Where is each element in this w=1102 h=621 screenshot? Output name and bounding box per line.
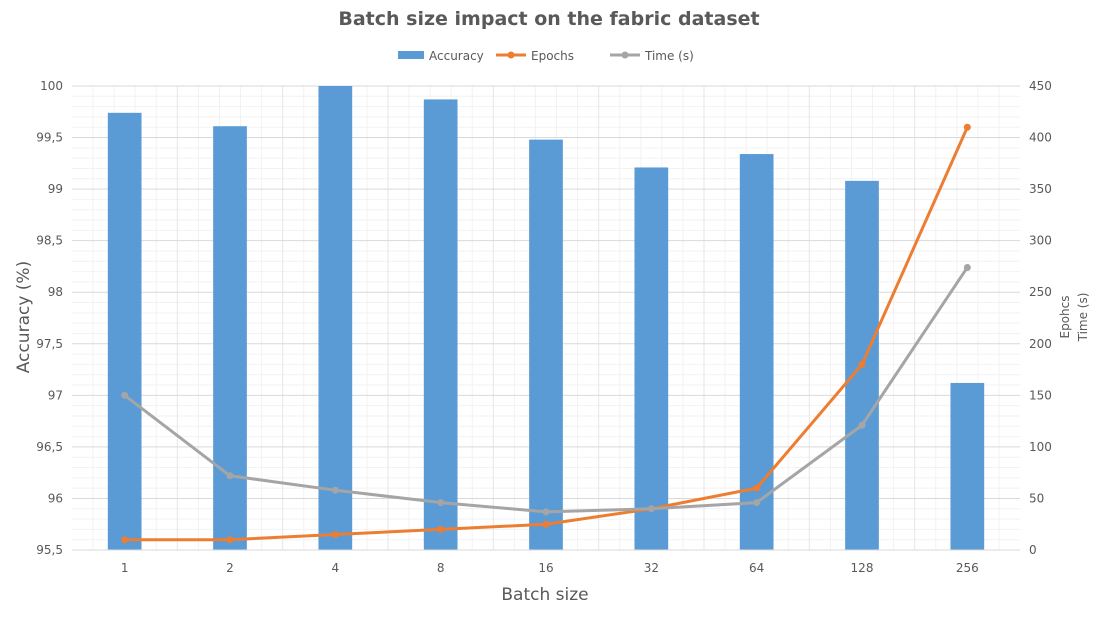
point-time-s-4 [331, 486, 339, 494]
y2-axis-title-epochs: Epohcs [1058, 296, 1072, 339]
chart-title: Batch size impact on the fabric dataset [338, 8, 759, 30]
y2-tick-label: 50 [1029, 491, 1044, 505]
y-tick-label: 97 [48, 388, 63, 402]
bar-accuracy-4 [318, 86, 353, 550]
legend-label-epochs: Epochs [531, 49, 574, 63]
point-time-s-64 [753, 499, 761, 507]
point-epochs-128 [858, 360, 866, 368]
bar-accuracy-32 [634, 167, 669, 551]
axis-layer: 95,5 96 96,5 97 97,5 98 98,5 99 99,5 100 0 50 100 150… [36, 79, 1052, 575]
x-tick-label: 16 [538, 561, 553, 575]
point-time-s-8 [437, 499, 445, 507]
point-epochs-4 [331, 531, 339, 539]
point-time-s-32 [647, 505, 655, 513]
legend-marker-epochs [507, 51, 515, 59]
line-layer [121, 123, 971, 544]
bar-accuracy-8 [423, 99, 458, 550]
legend-label-accuracy: Accuracy [429, 49, 484, 63]
x-tick-label: 32 [644, 561, 659, 575]
y-tick-label: 96,5 [36, 440, 63, 454]
y2-tick-label: 400 [1029, 131, 1052, 145]
y2-tick-label: 150 [1029, 388, 1052, 402]
legend-marker-time-s [621, 51, 629, 59]
x-tick-label: 64 [749, 561, 764, 575]
point-epochs-16 [542, 520, 550, 528]
y2-tick-label: 350 [1029, 182, 1052, 196]
point-time-s-256 [963, 263, 971, 271]
y2-axis-title-time: Time (s) [1076, 293, 1090, 343]
y-tick-label: 100 [40, 79, 63, 93]
y-tick-label: 95,5 [36, 543, 63, 557]
point-epochs-64 [753, 484, 761, 492]
legend: Accuracy Epochs Time (s) [398, 49, 694, 63]
bar-layer [107, 86, 985, 551]
point-epochs-8 [437, 525, 445, 533]
x-tick-label: 4 [332, 561, 340, 575]
bar-accuracy-1 [107, 112, 142, 550]
y2-tick-label: 100 [1029, 440, 1052, 454]
y2-tick-label: 250 [1029, 285, 1052, 299]
y2-tick-label: 200 [1029, 337, 1052, 351]
x-tick-label: 8 [437, 561, 445, 575]
y-tick-label: 98 [48, 285, 63, 299]
y-axis-title: Accuracy (%) [14, 261, 34, 373]
bar-accuracy-256 [950, 382, 985, 550]
bar-accuracy-2 [213, 126, 247, 551]
y-tick-label: 97,5 [36, 337, 63, 351]
legend-label-time-s: Time (s) [644, 49, 694, 63]
x-axis-title: Batch size [501, 585, 588, 605]
point-time-s-16 [542, 508, 550, 516]
point-epochs-2 [226, 536, 234, 544]
point-time-s-2 [226, 472, 234, 480]
y2-tick-label: 450 [1029, 79, 1052, 93]
legend-swatch-accuracy [398, 51, 424, 59]
y2-tick-label: 300 [1029, 234, 1052, 248]
point-epochs-1 [121, 536, 129, 544]
x-tick-label: 1 [121, 561, 129, 575]
x-tick-label: 128 [851, 561, 874, 575]
x-tick-label: 256 [956, 561, 979, 575]
y-tick-label: 98,5 [36, 234, 63, 248]
point-epochs-256 [963, 123, 971, 131]
bar-accuracy-16 [529, 139, 563, 550]
y2-tick-label: 0 [1029, 543, 1037, 557]
x-tick-label: 2 [226, 561, 234, 575]
y-tick-label: 99 [48, 182, 63, 196]
point-time-s-1 [121, 391, 129, 399]
point-time-s-128 [858, 421, 866, 429]
bar-accuracy-64 [739, 154, 774, 550]
y-tick-label: 99,5 [36, 131, 63, 145]
y-tick-label: 96 [48, 491, 63, 505]
